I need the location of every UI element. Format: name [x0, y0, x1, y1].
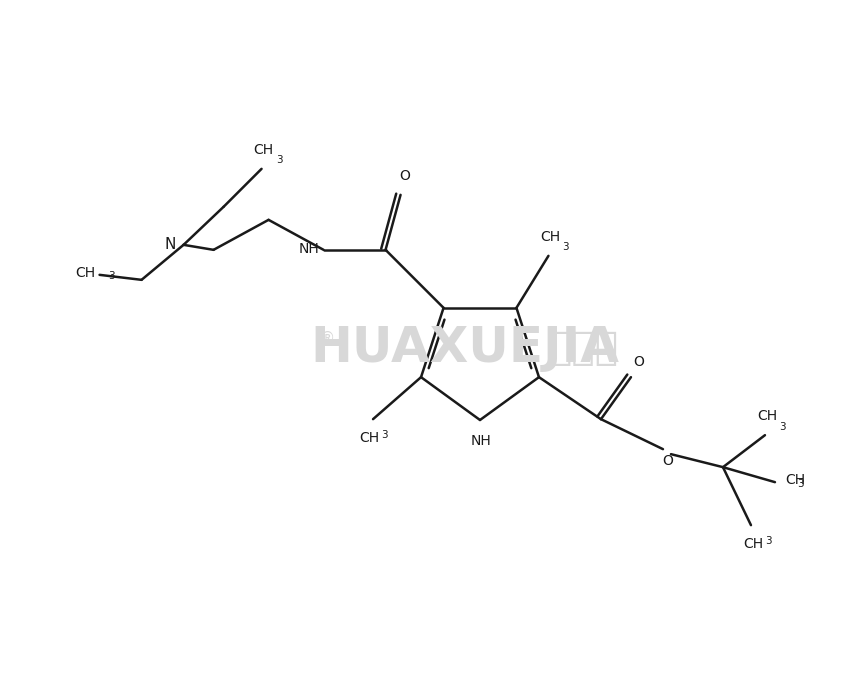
Text: CH: CH [785, 473, 805, 487]
Text: ®: ® [320, 330, 335, 346]
Text: CH: CH [743, 537, 763, 551]
Text: 3: 3 [276, 155, 282, 165]
Text: 3: 3 [562, 242, 569, 252]
Text: CH: CH [757, 409, 777, 423]
Text: NH: NH [298, 242, 320, 256]
Text: 3: 3 [797, 479, 804, 489]
Text: 3: 3 [381, 430, 388, 439]
Text: 化学加: 化学加 [548, 329, 618, 367]
Text: 3: 3 [779, 422, 786, 432]
Text: O: O [662, 454, 673, 468]
Text: CH: CH [76, 266, 95, 280]
Text: O: O [399, 169, 410, 183]
Text: 3: 3 [765, 536, 771, 546]
Text: CH: CH [254, 143, 273, 157]
Text: HUAXUEJIA: HUAXUEJIA [310, 324, 619, 372]
Text: CH: CH [540, 230, 561, 244]
Text: NH: NH [470, 434, 491, 448]
Text: CH: CH [359, 431, 379, 445]
Text: 3: 3 [108, 271, 114, 281]
Text: N: N [164, 237, 175, 252]
Text: O: O [634, 355, 644, 369]
